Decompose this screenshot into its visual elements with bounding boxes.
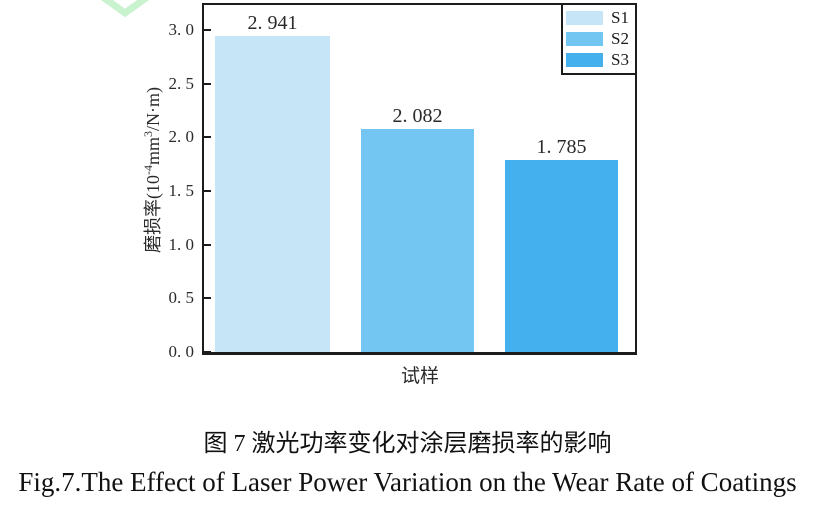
y-tick-mark [204, 351, 211, 353]
y-tick-label: 1. 0 [168, 235, 195, 254]
figure-captions: 图 7 激光功率变化对涂层磨损率的影响 Fig.7.The Effect of … [0, 429, 815, 498]
y-tick-label: 0. 5 [168, 288, 195, 307]
bar-s2 [361, 129, 474, 352]
legend-swatch-icon [566, 10, 603, 25]
chevron-down-icon [100, 0, 150, 18]
y-tick-label: 2. 0 [168, 127, 195, 146]
bar-value-label: 1. 785 [536, 136, 587, 158]
y-tick-mark [204, 297, 211, 299]
legend: S1 S2 S3 [561, 3, 637, 75]
y-tick-mark [204, 29, 211, 31]
bar-value-label: 2. 082 [392, 105, 443, 127]
y-tick-label: 0. 0 [168, 342, 195, 361]
bar-value-label: 2. 941 [247, 12, 298, 34]
x-axis-label: 试样 [400, 366, 440, 387]
bar-s3 [505, 160, 618, 352]
y-axis-label: 磨损率(10-4mm3/N·m) [139, 87, 165, 253]
legend-swatch-icon [566, 52, 603, 67]
y-tick-label: 3. 0 [168, 20, 195, 39]
wear-rate-bar-chart: 磨损率(10-4mm3/N·m) 2. 941 2. 082 1. 785 0. 0 0… [139, 3, 637, 387]
y-tick-mark [204, 83, 211, 85]
y-tick-label: 2. 5 [168, 74, 195, 93]
legend-swatch-icon [566, 31, 603, 46]
y-tick-mark [204, 244, 211, 246]
legend-label: S1 [611, 8, 629, 27]
legend-item-s2: S2 [563, 28, 635, 49]
legend-label: S2 [611, 29, 629, 48]
y-tick-mark [204, 136, 211, 138]
plot-area: 2. 941 2. 082 1. 785 0. 0 0. 5 1. 0 1. 5 2. 0 2.… [169, 3, 637, 361]
legend-item-s3: S3 [563, 49, 635, 70]
legend-label: S3 [611, 50, 629, 69]
legend-item-s1: S1 [563, 7, 635, 28]
caption-chinese: 图 7 激光功率变化对涂层磨损率的影响 [203, 431, 612, 457]
y-axis-label-exponent: -4 [141, 165, 155, 176]
y-tick-mark [204, 190, 211, 192]
caption-english: Fig.7.The Effect of Laser Power Variatio… [18, 467, 797, 497]
bar-s1 [215, 36, 330, 352]
y-tick-label: 1. 5 [168, 181, 195, 200]
